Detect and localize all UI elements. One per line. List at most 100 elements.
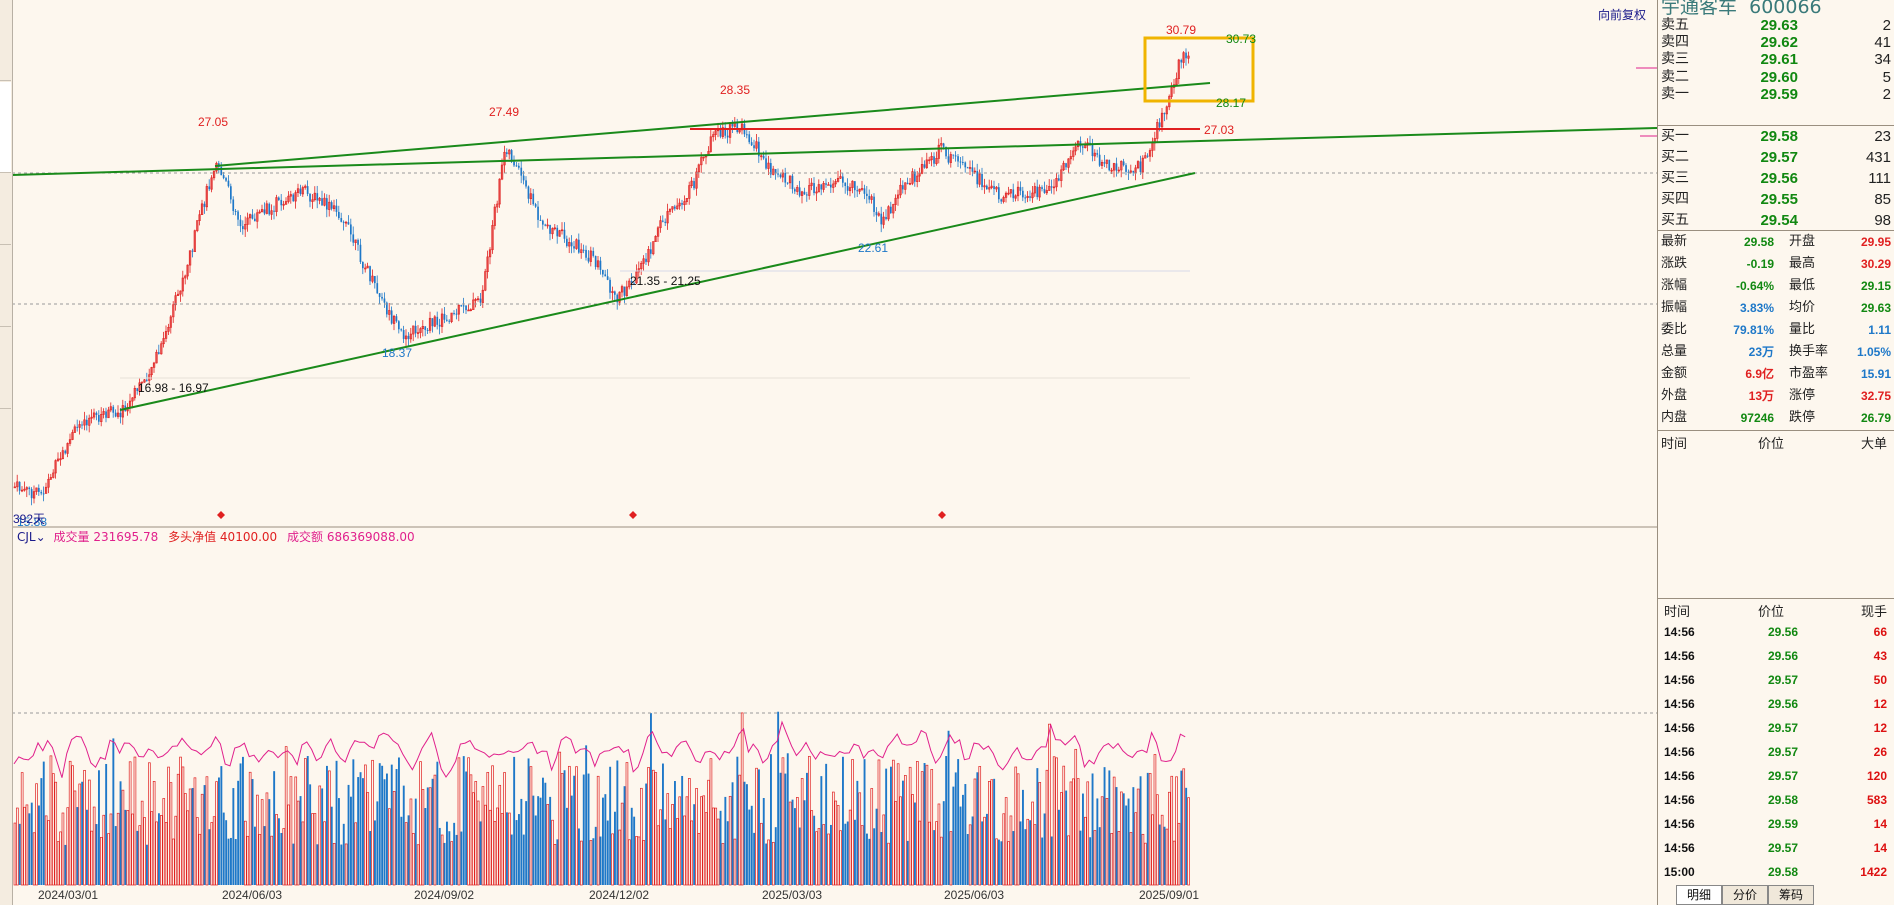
volume-bar bbox=[740, 712, 744, 886]
volume-bar bbox=[421, 789, 425, 886]
tick-row[interactable]: 15:00 29.58 1422 bbox=[1658, 860, 1894, 884]
date-tick: 2025/09/01 bbox=[1139, 888, 1200, 902]
side-tab[interactable] bbox=[0, 174, 11, 245]
volume-bar bbox=[1141, 833, 1145, 886]
candle-body bbox=[911, 171, 914, 184]
volume-bar bbox=[755, 767, 758, 886]
volume-bar bbox=[342, 823, 345, 885]
candle-body bbox=[522, 175, 525, 181]
volume-bar bbox=[1144, 842, 1147, 886]
candle-body bbox=[1026, 195, 1029, 198]
volume-bar bbox=[542, 777, 544, 885]
tick-row[interactable]: 14:56 29.57 120 bbox=[1658, 764, 1894, 788]
tick-row[interactable]: 14:56 29.57 50 bbox=[1658, 668, 1894, 692]
ask-row[interactable]: 卖二 29.60 5 bbox=[1658, 67, 1894, 88]
candle-body bbox=[481, 289, 485, 303]
ask-row[interactable]: 卖四 29.62 41 bbox=[1658, 32, 1894, 53]
volume-bar bbox=[654, 772, 658, 886]
volume-bar bbox=[330, 806, 333, 885]
bid-row[interactable]: 买三 29.56 111 bbox=[1658, 168, 1894, 189]
tick-row[interactable]: 14:56 29.57 14 bbox=[1658, 836, 1894, 860]
tab-chips[interactable]: 筹码 bbox=[1768, 885, 1814, 905]
tab-price-dist[interactable]: 分价 bbox=[1722, 885, 1768, 905]
bid-row[interactable]: 买一 29.58 23 bbox=[1658, 126, 1894, 147]
volume-bar bbox=[347, 784, 350, 885]
tick-row[interactable]: 14:56 29.57 26 bbox=[1658, 740, 1894, 764]
bid-row[interactable]: 买五 29.54 98 bbox=[1658, 210, 1894, 231]
volume-bar bbox=[90, 830, 94, 886]
adjust-mode-label[interactable]: 向前复权 bbox=[1598, 8, 1647, 22]
volume-bar bbox=[1019, 821, 1022, 885]
tick-row[interactable]: 14:56 29.59 14 bbox=[1658, 812, 1894, 836]
candle-body bbox=[1002, 197, 1005, 202]
tick-row[interactable]: 14:56 29.56 43 bbox=[1658, 644, 1894, 668]
bid-row[interactable]: 买四 29.55 85 bbox=[1658, 189, 1894, 210]
candle-body bbox=[952, 154, 955, 156]
tick-row[interactable]: 14:56 29.57 12 bbox=[1658, 716, 1894, 740]
volume-bar bbox=[894, 801, 898, 886]
candle-body bbox=[650, 249, 652, 254]
candle-body bbox=[460, 305, 463, 307]
candle-body bbox=[237, 211, 239, 220]
volume-bar bbox=[609, 766, 612, 885]
volume-bar bbox=[748, 809, 751, 885]
price-label-high: 28.35 bbox=[720, 83, 751, 97]
candle-body bbox=[546, 224, 549, 227]
volume-bar bbox=[174, 815, 178, 886]
volume-bar bbox=[409, 798, 413, 886]
ask-row[interactable]: 卖三 29.61 34 bbox=[1658, 49, 1894, 70]
volume-bar bbox=[1012, 831, 1015, 885]
kline-chart[interactable] bbox=[0, 0, 1657, 905]
volume-bar bbox=[1136, 788, 1140, 886]
candle-body bbox=[868, 195, 871, 200]
side-tab[interactable] bbox=[0, 10, 11, 81]
bid-row[interactable]: 买二 29.57 431 bbox=[1658, 147, 1894, 168]
volume-bar bbox=[798, 827, 801, 885]
volume-bar bbox=[38, 805, 40, 885]
side-tab-active[interactable] bbox=[0, 82, 11, 173]
candle-body bbox=[870, 196, 873, 200]
volume-bar bbox=[566, 807, 568, 885]
chevron-down-icon[interactable]: ⌄ bbox=[35, 530, 46, 544]
chart-area[interactable]: 向前复权 27.05 27.49 28.35 27.03 18.37 22.61… bbox=[0, 0, 1657, 905]
indicator-name[interactable]: CJL bbox=[17, 530, 36, 544]
volume-bar bbox=[400, 816, 403, 885]
tab-detail[interactable]: 明细 bbox=[1676, 885, 1722, 905]
candle-body bbox=[210, 177, 213, 190]
stat-value: 3.83% bbox=[1739, 301, 1774, 315]
volume-bar bbox=[78, 783, 82, 886]
volume-bar bbox=[76, 807, 79, 885]
candle-body bbox=[256, 212, 259, 222]
volume-bar bbox=[916, 761, 919, 886]
ask-row[interactable]: 卖五 29.63 2 bbox=[1658, 15, 1894, 36]
tick-time: 14:56 bbox=[1664, 745, 1695, 759]
volume-bar bbox=[388, 808, 391, 886]
candle-body bbox=[472, 299, 475, 310]
tick-time: 14:56 bbox=[1664, 649, 1695, 663]
volume-bar bbox=[1079, 830, 1082, 885]
volume-bar bbox=[1062, 765, 1066, 886]
candle-body bbox=[486, 256, 489, 272]
stat-label: 总量 bbox=[1661, 344, 1688, 359]
tick-row[interactable]: 14:56 29.56 12 bbox=[1658, 692, 1894, 716]
side-tab[interactable] bbox=[0, 328, 11, 409]
candle-body bbox=[1127, 171, 1130, 173]
candle-body bbox=[978, 173, 981, 185]
ask-vol: 2 bbox=[1882, 17, 1891, 34]
candle-body bbox=[1045, 190, 1049, 194]
tick-row[interactable]: 14:56 29.58 583 bbox=[1658, 788, 1894, 812]
volume-bar bbox=[126, 810, 130, 886]
ask-row[interactable]: 卖一 29.59 2 bbox=[1658, 84, 1894, 105]
volume-bar bbox=[395, 769, 398, 885]
volume-bar bbox=[851, 759, 854, 886]
candle-body bbox=[995, 186, 998, 190]
volume-bar bbox=[455, 834, 458, 885]
volume-bar bbox=[109, 813, 113, 886]
tick-row[interactable]: 14:56 29.56 66 bbox=[1658, 620, 1894, 644]
volume-bar bbox=[551, 819, 554, 886]
volume-bar bbox=[589, 840, 593, 886]
side-tab[interactable] bbox=[0, 246, 11, 327]
stat-value: 97246 bbox=[1740, 411, 1774, 425]
candle-body bbox=[1115, 163, 1118, 171]
stat-value: 23万 bbox=[1748, 345, 1774, 359]
